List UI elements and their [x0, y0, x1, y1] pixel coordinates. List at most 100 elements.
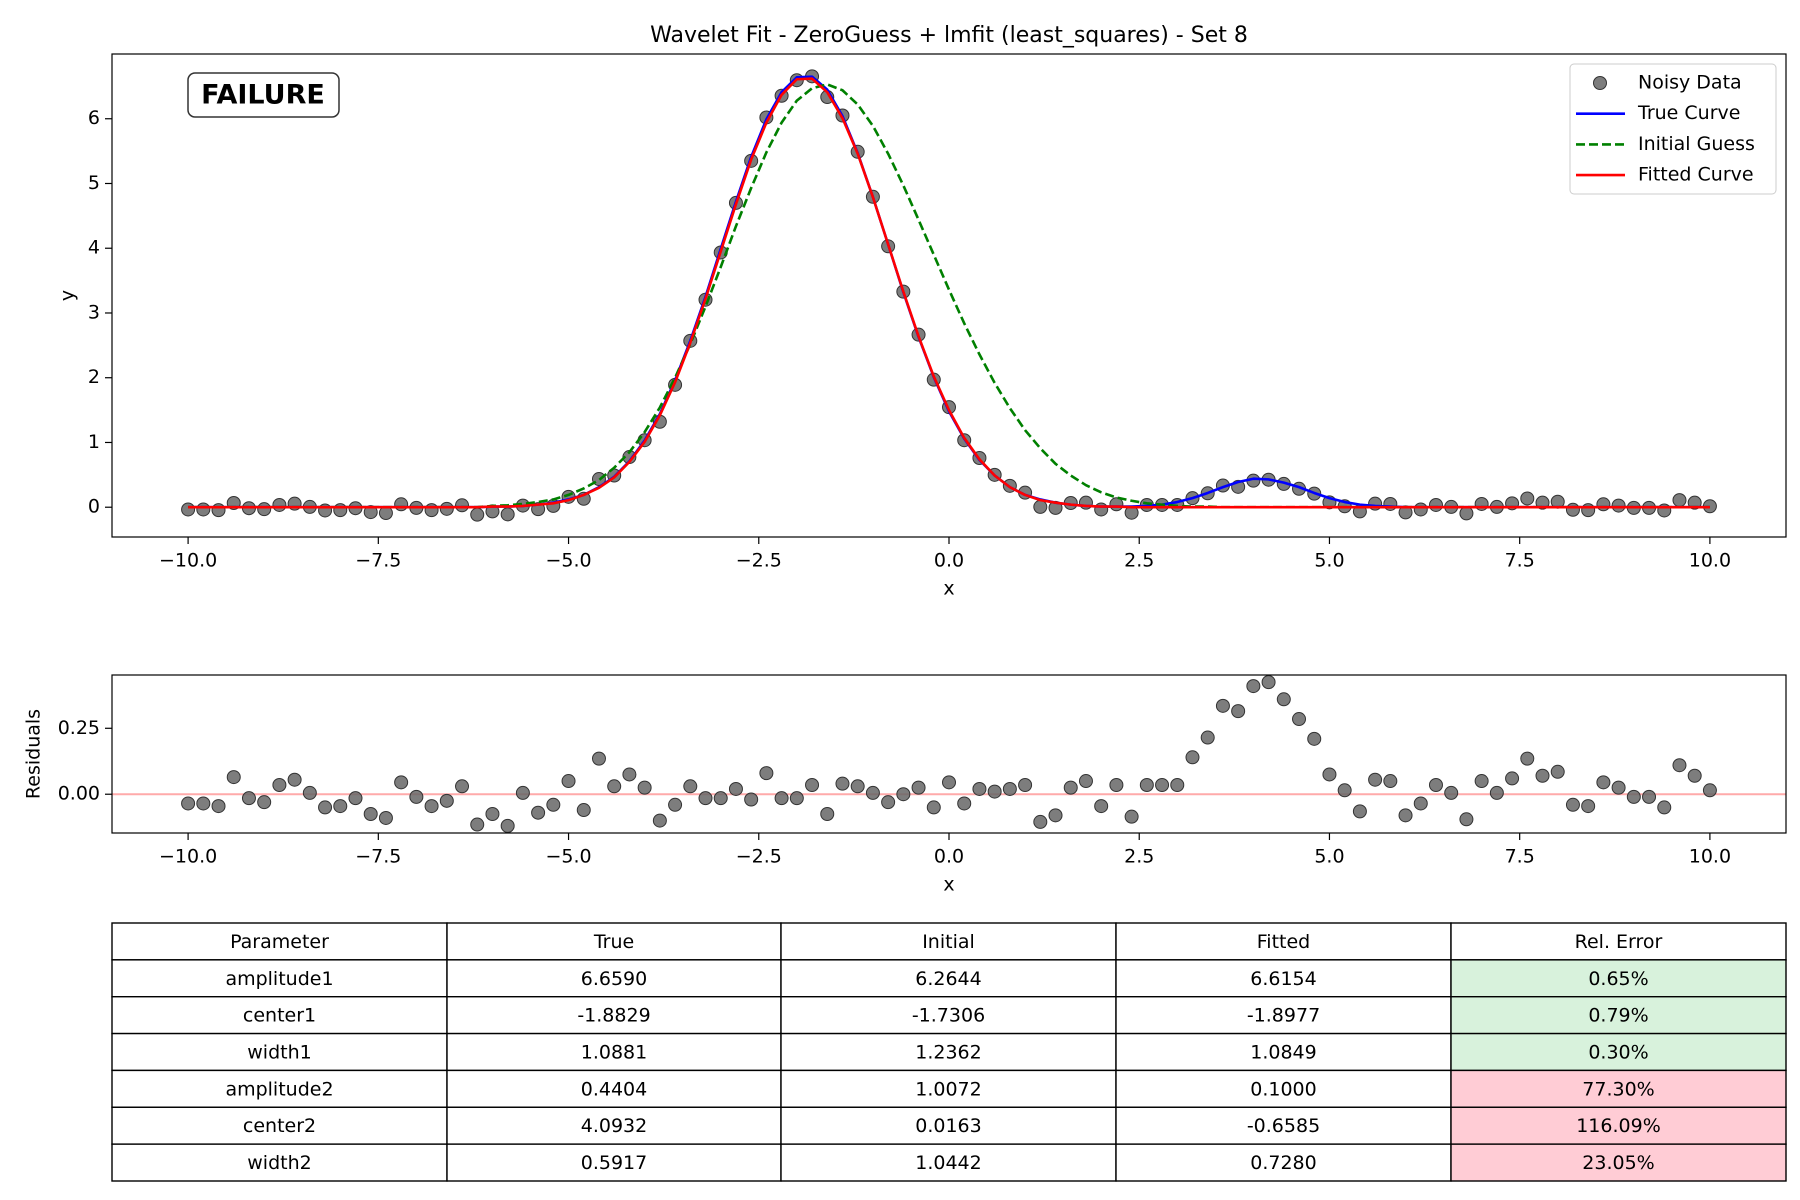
y-tick-label: 4 — [88, 237, 100, 259]
data-point — [211, 799, 226, 814]
data-point — [378, 810, 393, 825]
table-header: Fitted — [1257, 931, 1310, 953]
table-cell — [1115, 959, 1452, 998]
x-tick-label: 2.5 — [1124, 550, 1154, 572]
data-point — [241, 791, 256, 806]
data-point — [363, 807, 378, 822]
data-point — [789, 791, 804, 806]
data-point — [1231, 704, 1246, 719]
data-point — [470, 507, 485, 522]
data-point — [394, 775, 409, 790]
table-cell — [1115, 1143, 1452, 1182]
data-point — [1398, 808, 1413, 823]
data-point — [515, 785, 530, 800]
data-point — [287, 772, 302, 787]
data-point — [1565, 502, 1580, 517]
data-point — [607, 779, 622, 794]
x-axis-label: x — [943, 578, 954, 600]
data-point — [1322, 767, 1337, 782]
table-text: width1 — [247, 1042, 311, 1064]
data-point — [1018, 777, 1033, 792]
table-text: center1 — [243, 1005, 316, 1027]
data-point — [1063, 780, 1078, 795]
data-point — [1200, 730, 1215, 745]
data-point — [1033, 814, 1048, 829]
data-point — [1550, 764, 1565, 779]
table-text: -1.8829 — [577, 1005, 650, 1027]
data-point — [1611, 498, 1626, 513]
table-cell — [1450, 1106, 1787, 1145]
data-point — [926, 800, 941, 815]
x-tick-label: −10.0 — [159, 846, 217, 868]
x-tick-label: −5.0 — [545, 550, 591, 572]
data-point — [1596, 497, 1611, 512]
table-header: True — [593, 931, 634, 953]
table-text: amplitude2 — [225, 1078, 333, 1100]
data-point — [1033, 499, 1048, 514]
y-tick-label: 0 — [88, 496, 100, 518]
data-point — [1535, 768, 1550, 783]
x-tick-label: 0.0 — [934, 846, 964, 868]
y-tick-label: 0.25 — [58, 717, 100, 739]
table-text: -0.6585 — [1247, 1115, 1320, 1137]
table-text: 116.09% — [1576, 1115, 1661, 1137]
table-cell — [111, 922, 448, 961]
y-tick-label: 2 — [88, 366, 100, 388]
table-cell — [1450, 1143, 1787, 1182]
table-text: center2 — [243, 1115, 316, 1137]
table-text: 1.0072 — [915, 1078, 981, 1100]
data-point — [972, 781, 987, 796]
table-cell — [780, 1069, 1117, 1108]
data-point — [1657, 800, 1672, 815]
legend-label: True Curve — [1637, 102, 1740, 124]
table-text: 77.30% — [1582, 1078, 1654, 1100]
table-text: 4.0932 — [581, 1115, 647, 1137]
data-point — [896, 787, 911, 802]
chart-title: Wavelet Fit - ZeroGuess + lmfit (least_s… — [650, 23, 1248, 48]
x-tick-label: 5.0 — [1314, 846, 1344, 868]
data-point — [881, 795, 896, 810]
data-point — [1398, 505, 1413, 520]
data-point — [318, 503, 333, 518]
legend-box — [1569, 63, 1777, 195]
y-tick-label: 6 — [88, 107, 100, 129]
x-tick-label: −7.5 — [355, 846, 401, 868]
data-point — [439, 501, 454, 516]
data-point — [1459, 506, 1474, 521]
data-point — [1657, 503, 1672, 518]
data-point — [1520, 491, 1535, 506]
data-point — [1246, 679, 1261, 694]
data-point — [1520, 751, 1535, 766]
table-text: width2 — [247, 1152, 311, 1174]
table-cell — [780, 1143, 1117, 1182]
data-point — [424, 799, 439, 814]
data-point — [424, 503, 439, 518]
table-cell — [780, 959, 1117, 998]
data-point — [1611, 780, 1626, 795]
data-point — [1428, 497, 1443, 512]
data-point — [652, 813, 667, 828]
table-cell — [111, 996, 448, 1035]
y-axis-label: Residuals — [23, 709, 45, 799]
axes-frame — [111, 674, 1787, 834]
data-point — [850, 779, 865, 794]
table-text: 0.30% — [1588, 1042, 1648, 1064]
data-point — [333, 799, 348, 814]
data-point — [470, 817, 485, 832]
data-point — [439, 793, 454, 808]
table-header: Parameter — [230, 931, 329, 953]
table-text: 0.5917 — [581, 1152, 647, 1174]
data-point — [1459, 812, 1474, 827]
data-point — [1292, 712, 1307, 727]
y-tick-label: 3 — [88, 301, 100, 323]
data-point — [272, 777, 287, 792]
x-tick-label: −5.0 — [545, 846, 591, 868]
data-point — [1078, 774, 1093, 789]
data-point — [1383, 774, 1398, 789]
data-point — [1109, 777, 1124, 792]
parameter-table: Parameter True Initial Fitted Rel. Error ampl… — [111, 922, 1787, 1182]
data-point — [759, 766, 774, 781]
data-point — [272, 497, 287, 512]
x-tick-label: −2.5 — [736, 550, 782, 572]
